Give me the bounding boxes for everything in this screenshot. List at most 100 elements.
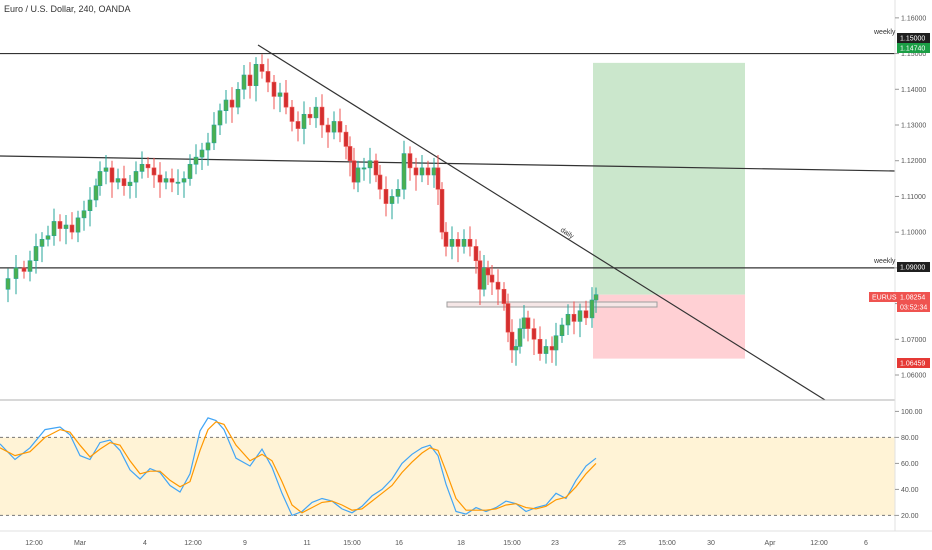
candle-body: [495, 281, 501, 290]
candle-body: [559, 324, 565, 337]
candle-body: [383, 188, 389, 204]
candle-body: [571, 313, 577, 322]
candle-body: [121, 178, 127, 187]
candle-body: [531, 328, 537, 340]
candle-body: [355, 167, 361, 183]
candle-body: [307, 113, 313, 119]
y-axis-tick-label: 1.15000: [901, 51, 926, 58]
stochastic-axis-tick-label: 100.00: [901, 409, 923, 416]
candle-body: [377, 174, 383, 190]
target-price-label: [897, 43, 930, 53]
candle-body: [361, 167, 367, 170]
candle-body: [283, 92, 289, 108]
candle-body: [5, 278, 11, 290]
candle-body: [373, 160, 379, 176]
candle-body: [51, 221, 57, 237]
candle-body: [593, 294, 599, 301]
x-axis-tick-label: 12:00: [25, 540, 43, 547]
x-axis-tick-label: 11: [303, 540, 310, 547]
current-price-text: 1.08254: [900, 295, 925, 302]
candle-body: [419, 167, 425, 176]
stochastic-axis-tick-label: 80.00: [901, 435, 919, 442]
candle-body: [45, 235, 51, 240]
candle-body: [319, 106, 325, 126]
candle-body: [199, 149, 205, 158]
candle-body: [127, 181, 133, 187]
stochastic-d-line: [0, 421, 597, 514]
candle-body: [485, 267, 491, 276]
x-axis-tick-label: 12:00: [810, 540, 828, 547]
candle-body: [93, 185, 99, 201]
candle-body: [139, 163, 145, 172]
symbol-price-text: EURUSD: [872, 295, 902, 302]
candle-body: [109, 167, 115, 183]
y-axis-ticks: 1.16000 1.15000 1.14000 1.13000 1.12000 1.110…: [895, 15, 926, 380]
candle-body: [343, 131, 349, 147]
candle-body: [443, 231, 449, 247]
candle-body: [501, 288, 507, 304]
candle-body: [337, 121, 343, 133]
stochastic-axis-ticks: 100.00 80.00 60.00 40.00 20.00: [895, 409, 923, 520]
candle-body: [39, 238, 45, 247]
candle-body: [489, 274, 495, 283]
stochastic-axis-tick-label: 60.00: [901, 461, 919, 468]
candle-body: [461, 238, 467, 247]
y-axis-tick-label: 1.06000: [901, 373, 926, 380]
candle-body: [163, 178, 169, 183]
stochastic-axis-tick-label: 40.00: [901, 487, 919, 494]
stochastic-k-line: [0, 417, 597, 517]
candle-body: [97, 171, 103, 187]
candle-body: [505, 303, 511, 333]
candle-body: [477, 260, 483, 290]
entry-zone[interactable]: [446, 301, 658, 308]
candle-body: [175, 181, 181, 184]
y-axis-tick-label: 1.11000: [901, 194, 926, 201]
candle-body: [435, 167, 441, 190]
x-axis-tick-label: 23: [551, 540, 559, 547]
candle-body: [589, 299, 595, 319]
candle-body: [407, 153, 413, 169]
target-price-text: 1.14740: [900, 46, 925, 53]
candle-body: [205, 142, 211, 151]
candle-body: [455, 238, 461, 247]
candle-body: [133, 171, 139, 183]
daily-trendline[interactable]: [257, 44, 826, 401]
x-axis-ticks: 12:00 Mar 4 12:00 9 11 15:00 16 18 15:00 23 25 15:00…: [25, 540, 868, 547]
candle-body: [325, 124, 331, 133]
x-axis-tick-label: 12:00: [184, 540, 202, 547]
candle-body: [347, 146, 353, 162]
current-price-label: [897, 292, 930, 302]
x-axis-tick-label: 25: [618, 540, 626, 547]
target-zone[interactable]: [593, 62, 745, 295]
candle-body: [543, 346, 549, 354]
countdown-price-text: 03:52:34: [900, 305, 927, 312]
candle-body: [27, 260, 33, 272]
candle-body: [81, 210, 87, 219]
candle-body: [241, 74, 247, 90]
main-pane[interactable]: [0, 0, 895, 400]
candle-body: [313, 106, 319, 119]
candle-body: [271, 81, 277, 97]
candle-body: [87, 199, 93, 212]
x-axis-tick-label: 18: [457, 540, 465, 547]
symbol-price-label: [869, 292, 898, 302]
stop-price-text: 1.06459: [900, 361, 925, 368]
candle-body: [425, 167, 431, 176]
candle-body: [513, 346, 519, 351]
weekly-top-label: weekly: [873, 29, 896, 36]
candle-body: [301, 113, 307, 129]
candle-body: [277, 92, 283, 97]
weekly-high-price-label: [897, 33, 930, 43]
y-axis-tick-label: 1.16000: [901, 15, 926, 22]
candles: [5, 54, 599, 366]
candle-body: [431, 167, 437, 176]
x-axis-tick-label: Mar: [74, 540, 87, 547]
x-axis-tick-label: 9: [243, 540, 247, 547]
candle-body: [509, 331, 515, 351]
candle-body: [145, 163, 151, 169]
candle-body: [525, 317, 531, 329]
candle-body: [401, 153, 407, 190]
y-axis-tick-label: 1.07000: [901, 337, 926, 344]
candle-body: [467, 238, 473, 247]
